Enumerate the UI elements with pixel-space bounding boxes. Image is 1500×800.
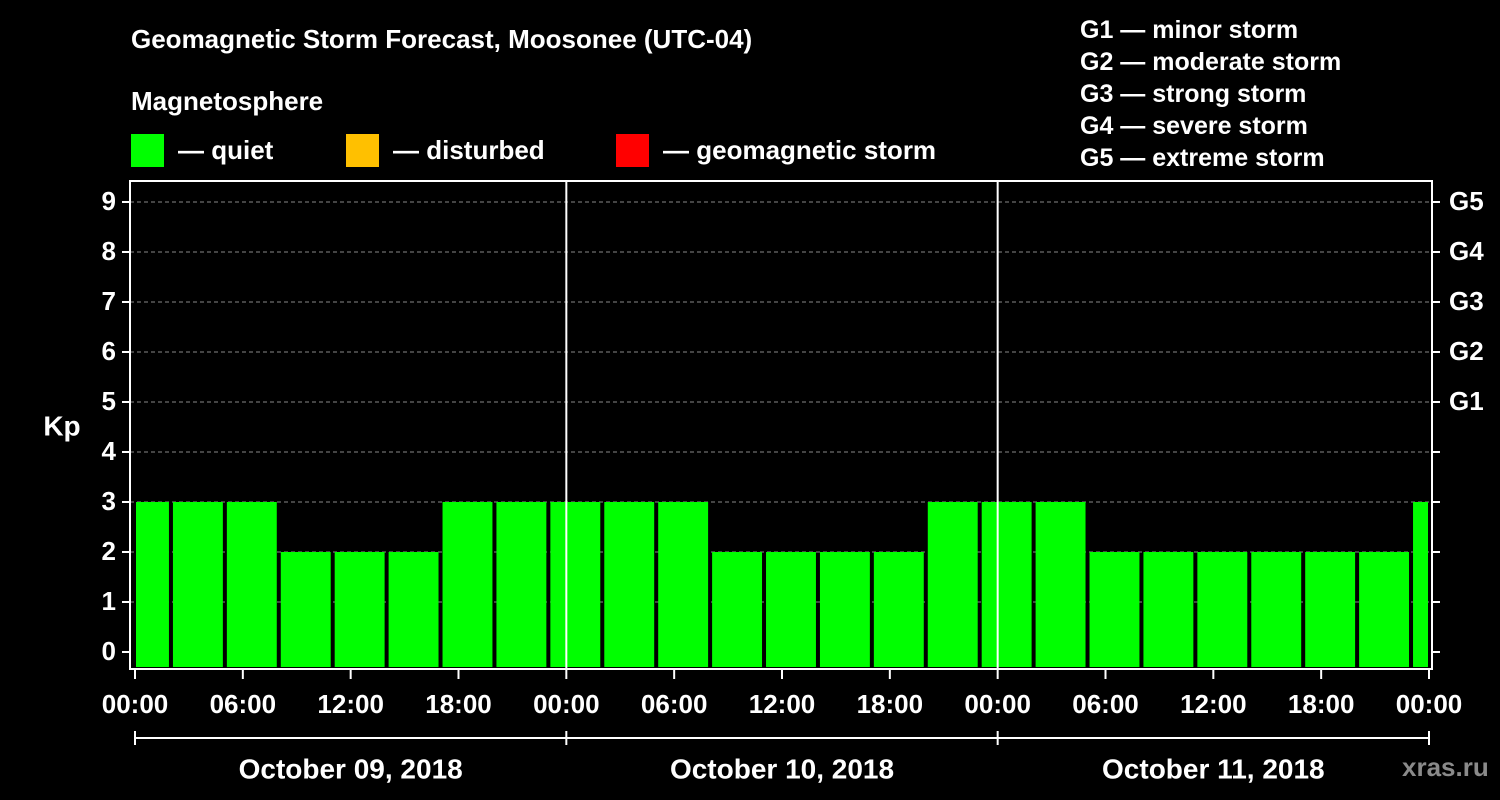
y-tick-label: 7 — [102, 286, 116, 316]
kp-bar — [550, 502, 601, 667]
g-level-label: G5 — [1449, 186, 1484, 216]
kp-bar — [1143, 552, 1194, 667]
y-tick-label: 1 — [102, 586, 116, 616]
x-tick-label: 06:00 — [210, 689, 277, 719]
g5-description: G5 — extreme storm — [1080, 144, 1325, 172]
legend-storm: — geomagnetic storm — [616, 132, 936, 168]
kp-bar — [766, 552, 816, 667]
x-tick-label: 00:00 — [533, 689, 600, 719]
kp-bar — [712, 552, 763, 667]
kp-bar — [334, 552, 385, 667]
x-tick-label: 18:00 — [425, 689, 492, 719]
g1-description: G1 — minor storm — [1080, 16, 1299, 44]
y-tick-label: 0 — [102, 636, 116, 666]
x-tick-label: 12:00 — [317, 689, 384, 719]
watermark: xras.ru — [1402, 752, 1489, 782]
kp-bar — [658, 502, 709, 667]
date-label: October 10, 2018 — [670, 753, 894, 784]
kp-bar — [1035, 502, 1086, 667]
kp-bar — [442, 502, 493, 667]
chart-title: Geomagnetic Storm Forecast, Moosonee (UT… — [131, 24, 753, 54]
x-tick-label: 12:00 — [1180, 689, 1247, 719]
g-level-label: G4 — [1449, 236, 1484, 266]
legend-quiet-swatch — [131, 133, 164, 167]
kp-bar — [1359, 552, 1410, 667]
x-tick-label: 18:00 — [1288, 689, 1355, 719]
kp-bar — [819, 552, 870, 667]
legend-disturbed-swatch — [346, 133, 379, 167]
legend-quiet: — quiet — [131, 132, 273, 168]
legend-storm-swatch — [616, 133, 649, 167]
legend-quiet-label: — quiet — [178, 134, 274, 165]
date-label: October 11, 2018 — [1102, 753, 1325, 784]
y-tick-label: 2 — [102, 536, 116, 566]
x-tick-label: 06:00 — [641, 689, 708, 719]
y-tick-label: 8 — [102, 236, 116, 266]
kp-bar — [1089, 552, 1140, 667]
kp-bar — [927, 502, 978, 667]
legend-storm-label: — geomagnetic storm — [663, 134, 937, 165]
y-tick-label: 4 — [102, 436, 117, 466]
kp-bar — [1251, 552, 1302, 667]
kp-bar — [388, 552, 439, 667]
y-tick-label: 5 — [102, 386, 116, 416]
g3-description: G3 — strong storm — [1080, 80, 1307, 108]
g-level-label: G2 — [1449, 336, 1484, 366]
y-tick-label: 3 — [102, 486, 116, 516]
x-tick-label: 00:00 — [1396, 689, 1463, 719]
kp-bar — [981, 502, 1032, 667]
date-label: October 09, 2018 — [239, 753, 463, 784]
magnetosphere-heading: Magnetosphere — [131, 86, 324, 116]
g2-description: G2 — moderate storm — [1080, 48, 1342, 76]
kp-bar — [172, 502, 223, 667]
x-tick-label: 06:00 — [1072, 689, 1139, 719]
kp-bar — [280, 552, 331, 667]
y-tick-label: 9 — [102, 186, 116, 216]
x-tick-label: 18:00 — [857, 689, 924, 719]
kp-bar — [226, 502, 277, 667]
x-tick-label: 00:00 — [964, 689, 1031, 719]
g4-description: G4 — severe storm — [1080, 112, 1308, 140]
kp-bar — [873, 552, 924, 667]
x-tick-label: 00:00 — [102, 689, 169, 719]
g-level-label: G3 — [1449, 286, 1484, 316]
x-tick-label: 12:00 — [749, 689, 816, 719]
kp-bar — [604, 502, 655, 667]
kp-bar — [496, 502, 547, 667]
legend-disturbed: — disturbed — [346, 132, 545, 168]
kp-bar — [1197, 552, 1248, 667]
y-tick-label: 6 — [102, 336, 116, 366]
kp-bar — [136, 502, 169, 667]
kp-bar — [1413, 502, 1428, 667]
kp-bar — [1305, 552, 1356, 667]
g-scale-legend: G1 — minor storm G2 — moderate storm G3 … — [1080, 14, 1341, 174]
y-axis-label: Kp — [43, 410, 80, 441]
legend-disturbed-label: — disturbed — [393, 134, 545, 165]
g-level-label: G1 — [1449, 386, 1484, 416]
